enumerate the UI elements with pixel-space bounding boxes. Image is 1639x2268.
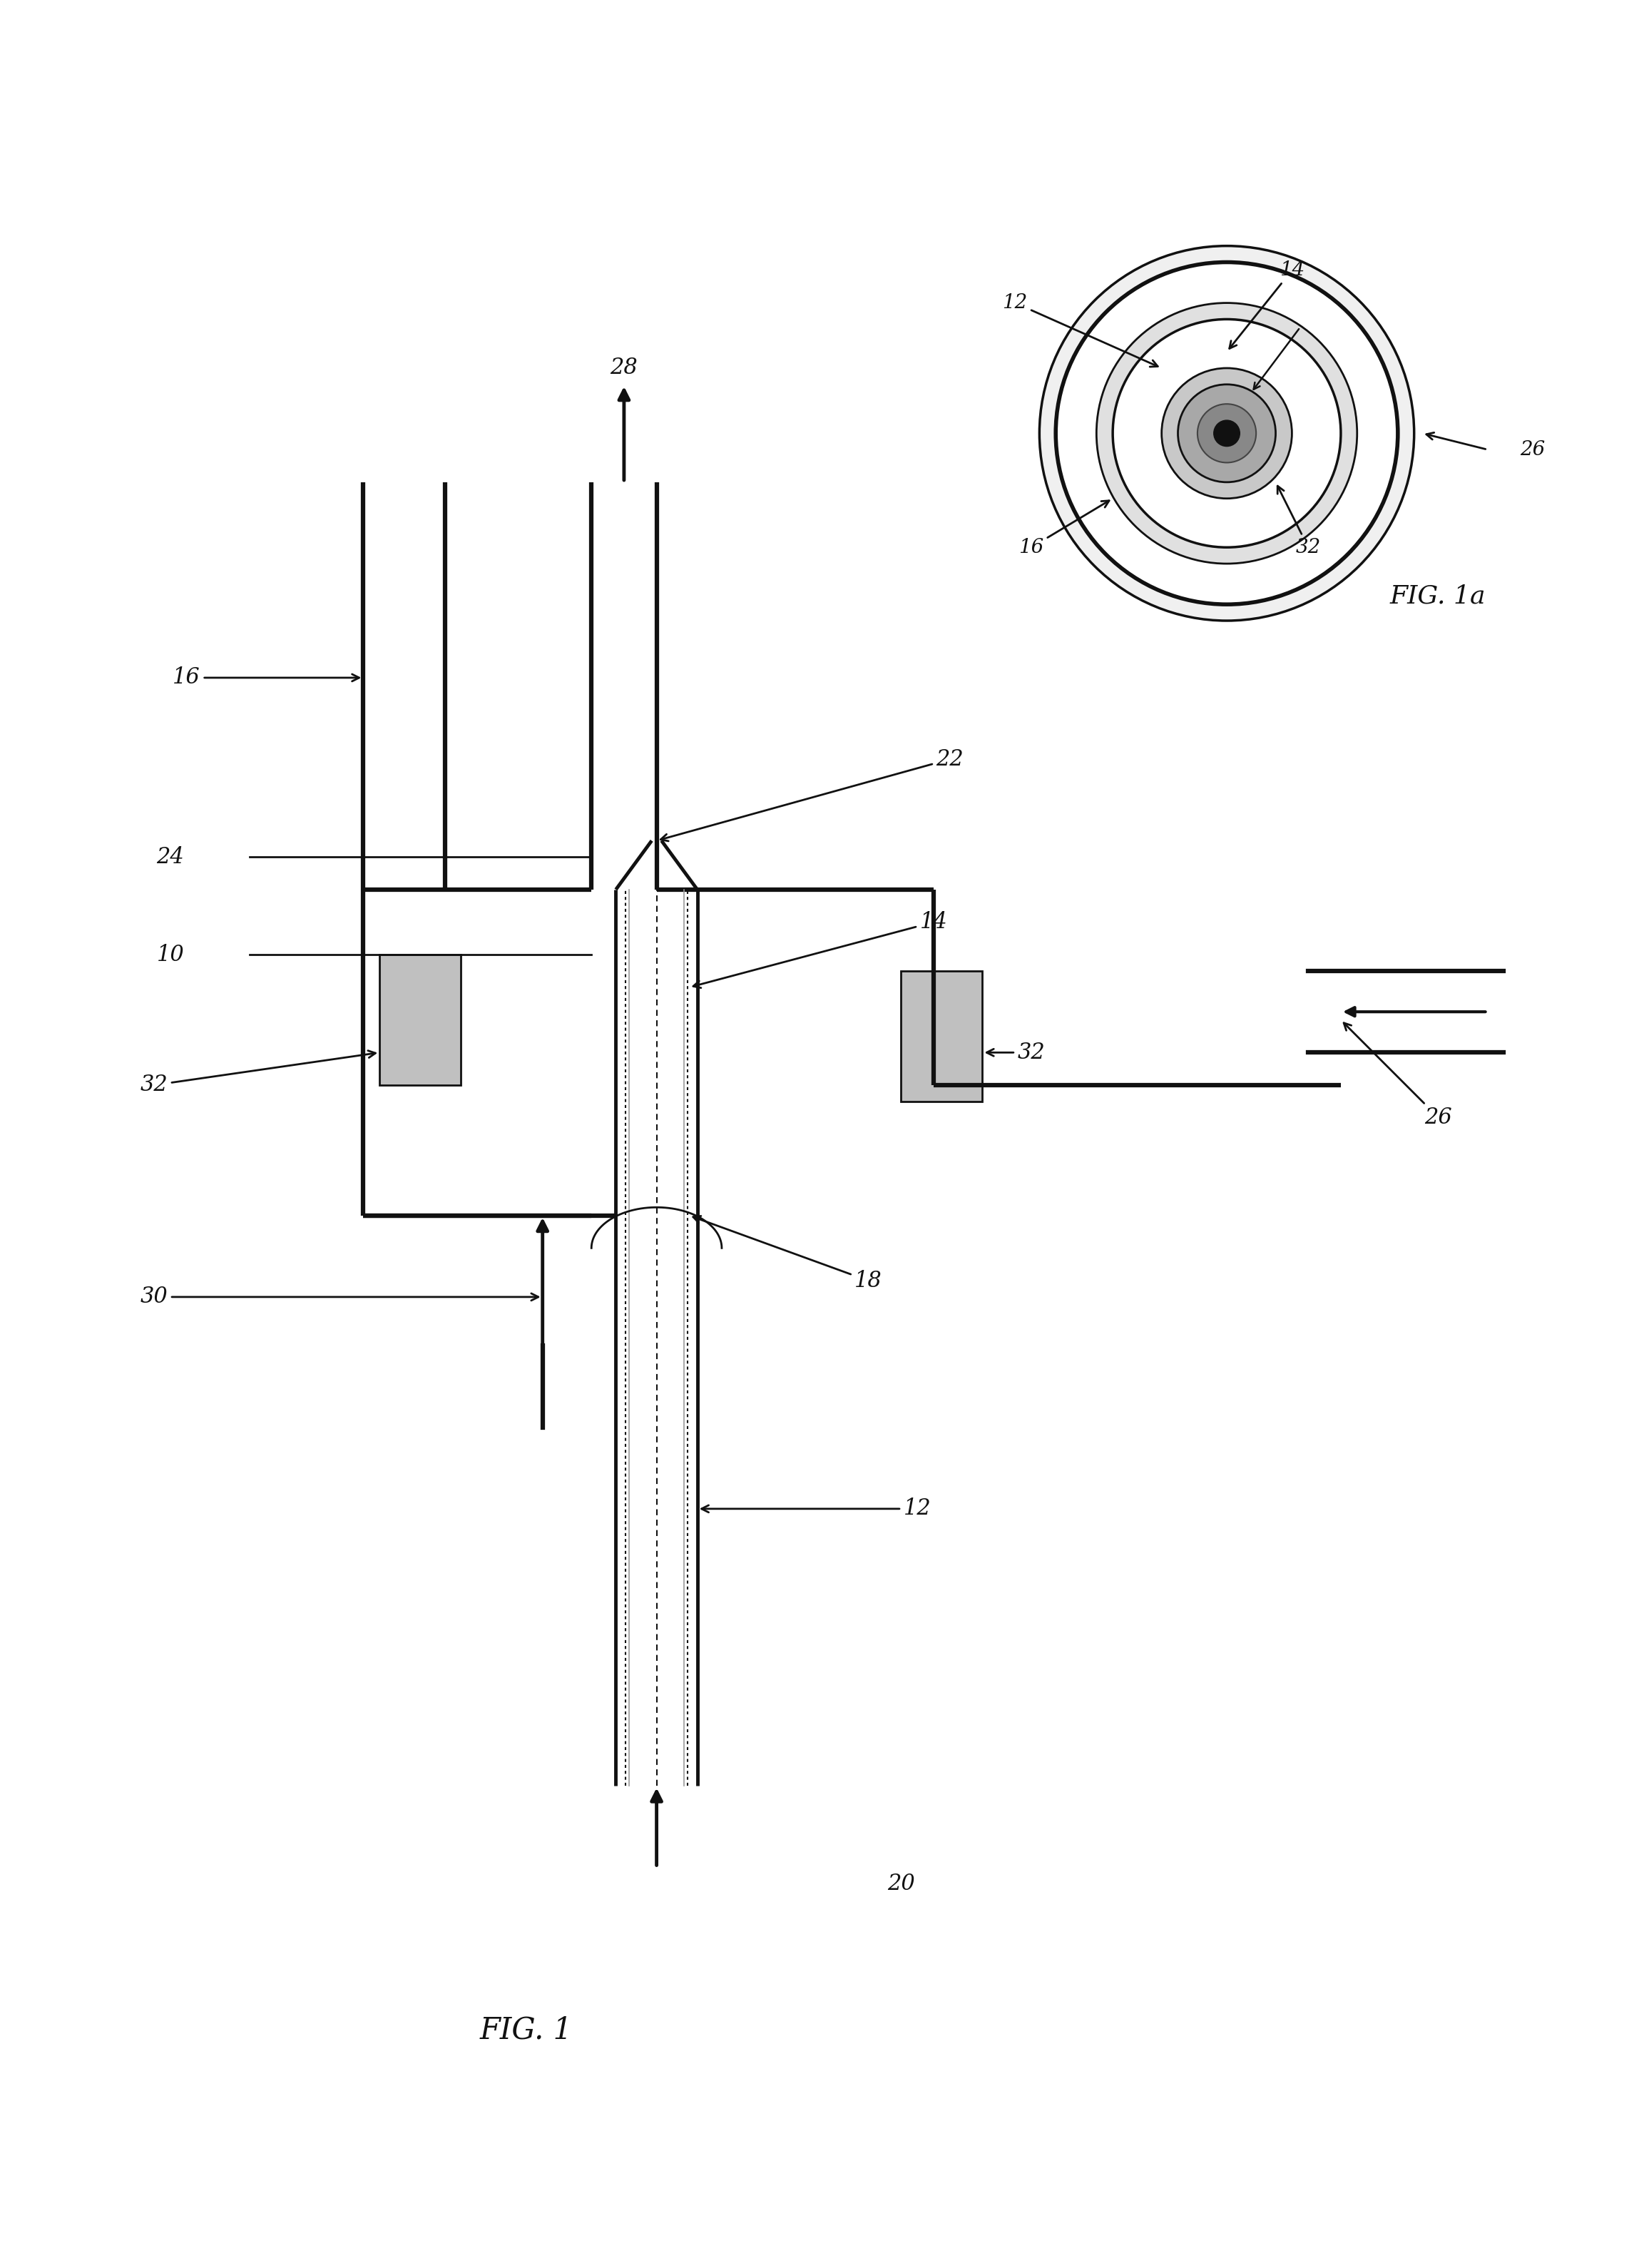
Text: 32: 32 bbox=[987, 1041, 1046, 1064]
Text: FIG. 1: FIG. 1 bbox=[480, 2016, 572, 2046]
Text: 32: 32 bbox=[1277, 485, 1321, 558]
Circle shape bbox=[1178, 383, 1275, 483]
Circle shape bbox=[1113, 320, 1341, 547]
Text: 20: 20 bbox=[887, 1873, 915, 1894]
Text: FIG. 1a: FIG. 1a bbox=[1390, 585, 1485, 608]
Circle shape bbox=[1096, 304, 1357, 565]
Text: 24: 24 bbox=[156, 846, 184, 869]
Text: 12: 12 bbox=[1003, 293, 1157, 367]
Text: 22: 22 bbox=[661, 748, 964, 841]
Text: 16: 16 bbox=[172, 667, 359, 689]
Circle shape bbox=[1056, 263, 1398, 603]
Text: 10: 10 bbox=[156, 943, 184, 966]
Circle shape bbox=[1039, 245, 1414, 621]
Bar bbox=[901, 971, 982, 1102]
Text: 26: 26 bbox=[1519, 440, 1546, 458]
Text: 26: 26 bbox=[1344, 1023, 1452, 1129]
Text: 16: 16 bbox=[1019, 501, 1110, 558]
Circle shape bbox=[1162, 367, 1292, 499]
Text: 30: 30 bbox=[141, 1286, 538, 1309]
Text: 28: 28 bbox=[610, 356, 638, 379]
Text: 18: 18 bbox=[693, 1216, 882, 1293]
Text: 14: 14 bbox=[693, 912, 947, 989]
Bar bbox=[380, 955, 461, 1084]
Text: 14: 14 bbox=[1229, 261, 1305, 349]
Circle shape bbox=[1198, 404, 1255, 463]
Text: 12: 12 bbox=[701, 1497, 931, 1520]
Circle shape bbox=[1214, 420, 1239, 447]
Text: 32: 32 bbox=[141, 1050, 375, 1095]
